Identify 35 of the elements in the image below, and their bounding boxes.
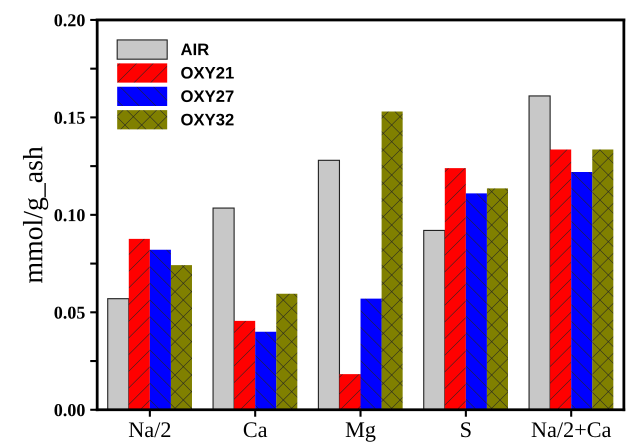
y-tick-label: 0.15 <box>54 112 85 124</box>
legend-label: OXY21 <box>181 66 234 79</box>
bar <box>128 238 150 410</box>
bar <box>107 298 130 410</box>
bar <box>571 172 592 410</box>
x-tick-label: Na/2 <box>128 422 170 438</box>
bar <box>170 265 192 410</box>
bar <box>339 374 361 410</box>
legend-label: AIR <box>180 44 209 56</box>
y-tick-label: 0.20 <box>54 14 85 26</box>
x-tick-label: Ca <box>244 422 268 438</box>
bar <box>550 150 572 410</box>
bar <box>150 250 171 410</box>
bar <box>528 95 551 410</box>
legend-label: OXY27 <box>181 90 234 102</box>
bar <box>423 230 446 410</box>
x-tick-label: Mg <box>346 422 376 442</box>
bar <box>360 298 382 410</box>
bar <box>382 112 403 410</box>
y-tick-label: 0.00 <box>54 404 85 416</box>
bar <box>444 168 466 410</box>
x-tick-label: S <box>461 422 471 438</box>
bar <box>255 332 276 410</box>
bar <box>486 188 508 410</box>
legend-label: OXY32 <box>181 114 234 126</box>
bar <box>212 207 235 410</box>
y-tick-label: 0.10 <box>54 209 85 222</box>
bar <box>234 320 256 410</box>
y-tick-label: 0.05 <box>54 306 85 319</box>
y-axis-title: mmol/g_ash <box>22 146 48 283</box>
bar <box>318 160 340 410</box>
x-tick-label: Na/2+Ca <box>532 422 612 438</box>
bar <box>276 294 298 410</box>
bar <box>592 150 614 410</box>
bar <box>466 193 487 410</box>
